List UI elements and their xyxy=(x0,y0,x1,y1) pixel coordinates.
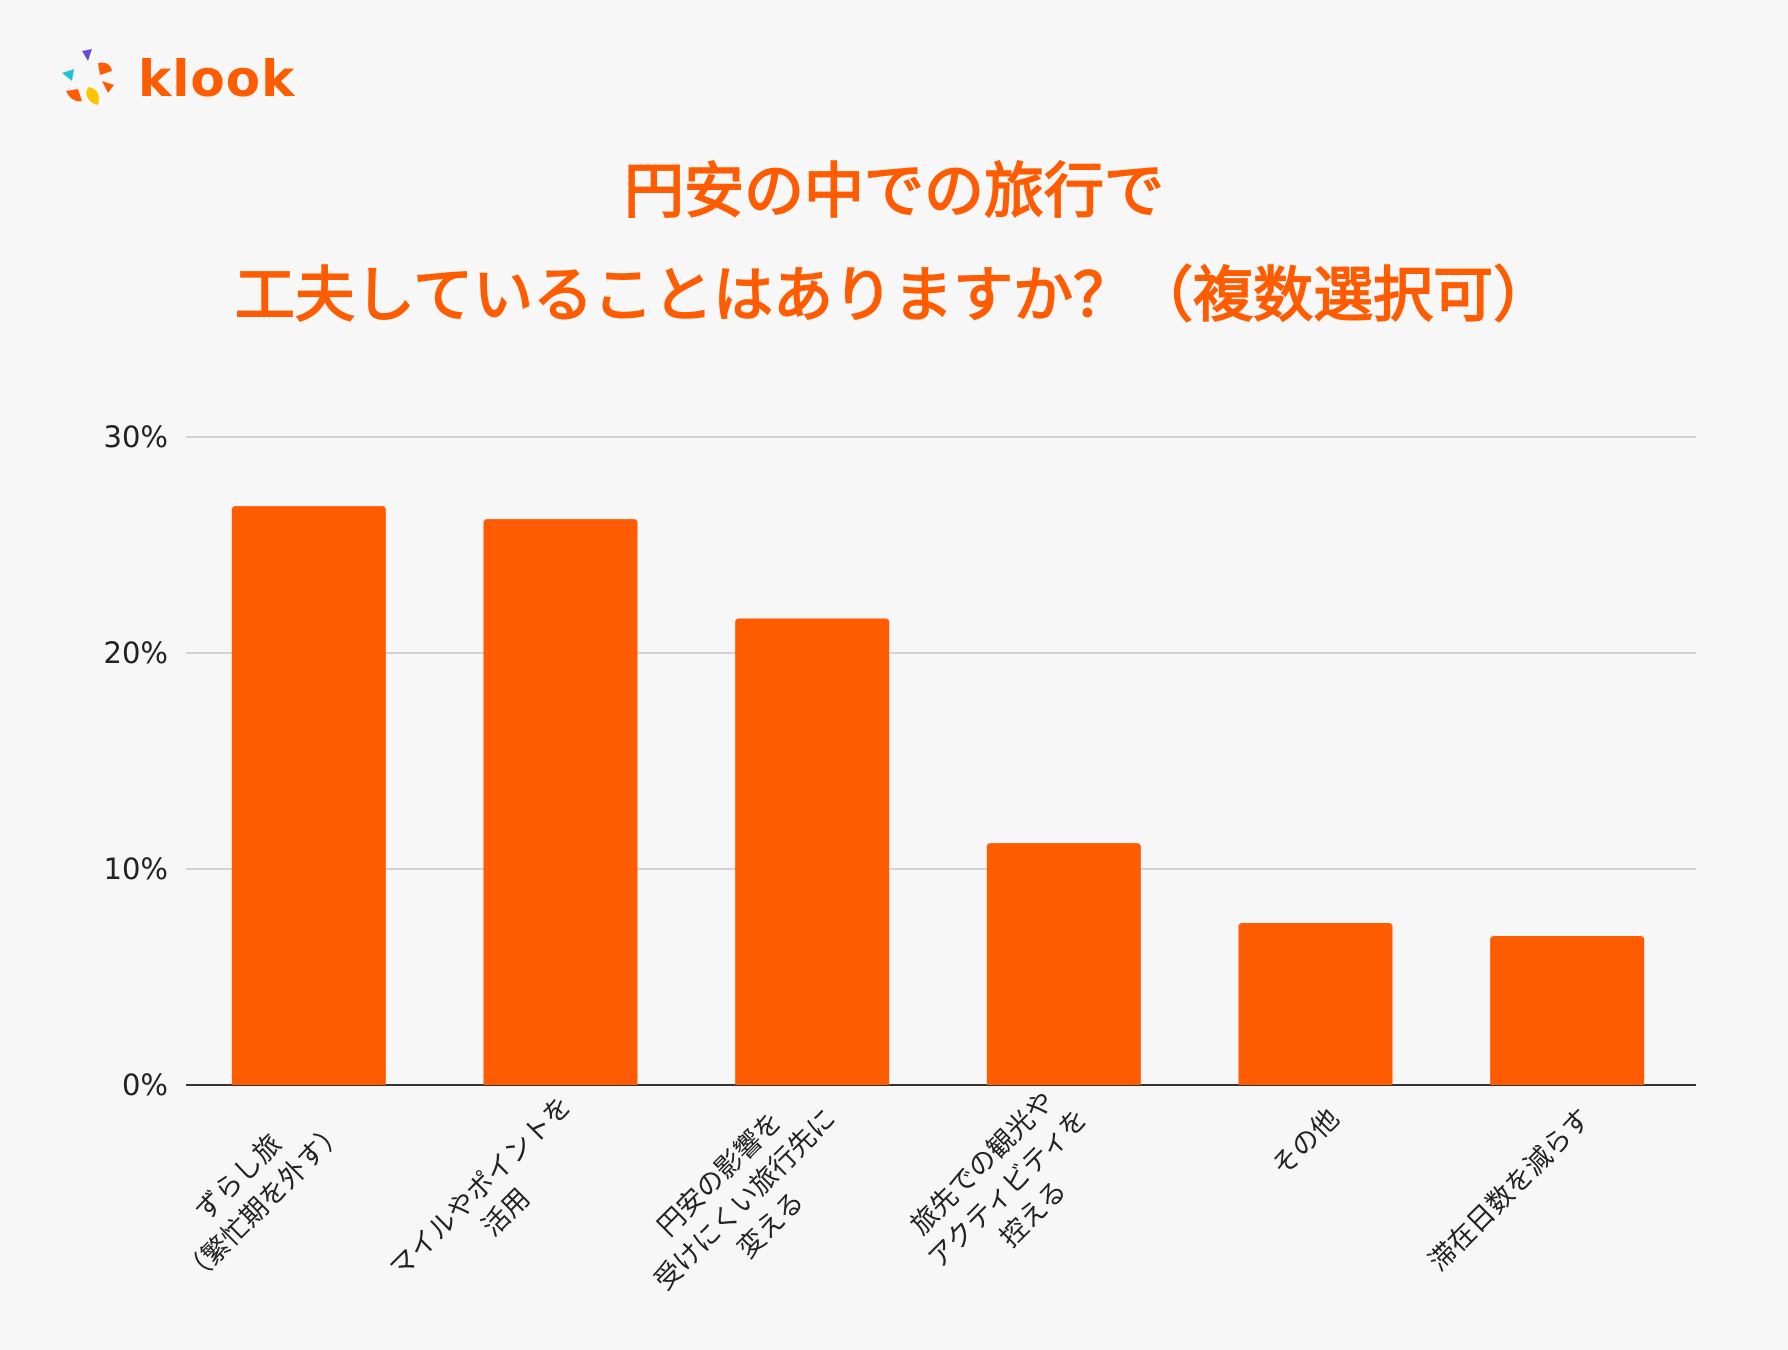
bar xyxy=(735,618,890,1085)
bar xyxy=(231,506,386,1085)
y-tick-label: 0% xyxy=(122,1068,168,1102)
bar xyxy=(986,843,1141,1085)
x-category-label: 旅先での観光やアクティビティを控える xyxy=(897,1078,1119,1300)
y-tick-label: 20% xyxy=(104,636,168,670)
bar xyxy=(483,519,638,1085)
klook-logo-icon xyxy=(62,49,114,105)
x-category-label: 滞在日数を減らす xyxy=(1423,1103,1597,1277)
chart-title-line-2: 工夫していることはありますか？（複数選択可） xyxy=(234,261,1554,331)
brand-name: klook xyxy=(138,50,296,108)
chart-title-line-1: 円安の中での旅行で xyxy=(624,157,1164,227)
x-category-label: ずらし旅（繁忙期を外す） xyxy=(151,1090,351,1290)
klook-logo: klook xyxy=(52,44,295,114)
chart-title: 円安の中での旅行で 工夫していることはありますか？（複数選択可） xyxy=(0,140,1788,348)
bar xyxy=(1490,935,1645,1085)
x-category-label: マイルやポイントを活用 xyxy=(384,1090,603,1309)
x-category-label: その他 xyxy=(1266,1103,1345,1182)
y-tick-label: 30% xyxy=(104,420,168,454)
bar xyxy=(1238,923,1393,1085)
x-category-label: 円安の影響を受けにくい旅行先に変える xyxy=(623,1078,867,1322)
y-tick-label: 10% xyxy=(104,852,168,886)
